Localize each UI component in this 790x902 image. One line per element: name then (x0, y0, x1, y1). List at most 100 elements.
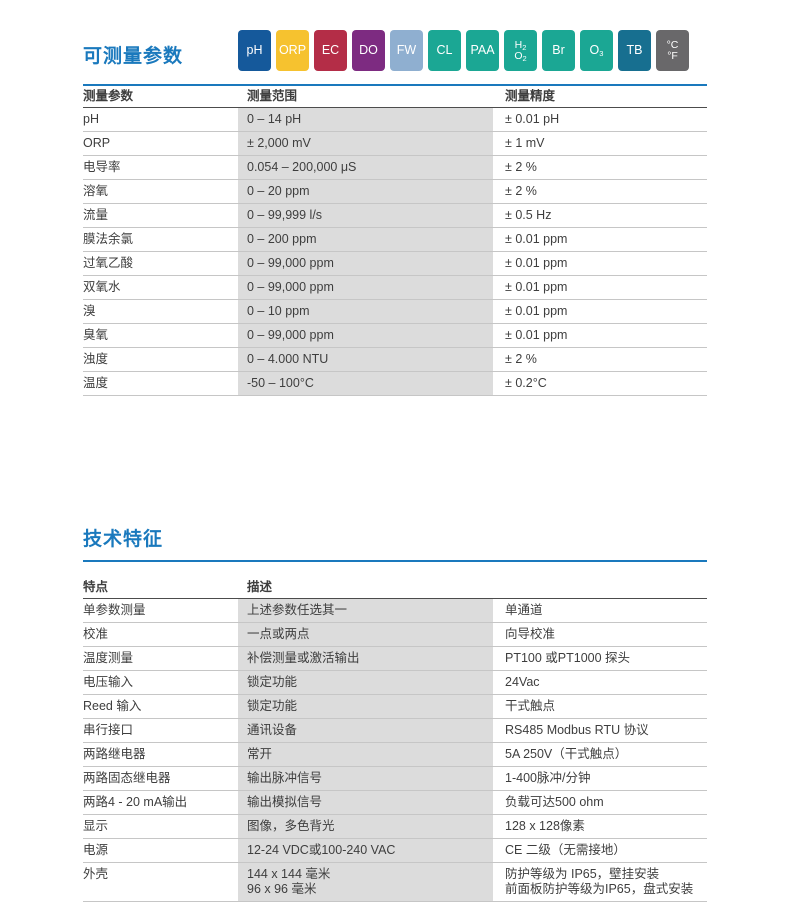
col-header-accuracy: 测量精度 (505, 89, 556, 103)
cell-parameter: 溴 (83, 304, 96, 318)
cell-parameter: ORP (83, 136, 111, 150)
cell-parameter: 温度 (83, 376, 109, 390)
features-table: 特点 描述 单参数测量 上述参数任选其一 单通道 校准 一点或两点 向导校准 温度测量 补偿测… (83, 577, 707, 902)
cell-description: 144 x 144 毫米 96 x 96 毫米 (238, 863, 493, 901)
param-badge-cl: CL (428, 30, 461, 71)
col-header-parameter: 测量参数 (83, 89, 134, 103)
cell-value: PT100 或PT1000 探头 (505, 651, 631, 665)
cell-value: 防护等级为 IP65，壁挂安装 前面板防护等级为IP65，盘式安装 (505, 867, 694, 896)
cell-feature: 电压输入 (83, 675, 134, 689)
cell-parameter: 溶氧 (83, 184, 109, 198)
cell-feature: 两路继电器 (83, 747, 146, 761)
cell-range: -50 – 100°C (238, 372, 493, 395)
cell-range: 0.054 – 200,000 μS (238, 156, 493, 179)
table-row: 溶氧 0 – 20 ppm ± 2 % (83, 180, 707, 204)
param-badge-do: DO (352, 30, 385, 71)
cell-accuracy: ± 0.01 ppm (505, 256, 568, 270)
cell-feature: 校准 (83, 627, 109, 641)
table-row: 两路固态继电器 输出脉冲信号 1-400脉冲/分钟 (83, 767, 707, 791)
cell-accuracy: ± 2 % (505, 160, 537, 174)
cell-accuracy: ± 0.01 ppm (505, 328, 568, 342)
cell-accuracy: ± 0.01 ppm (505, 304, 568, 318)
cell-parameter: pH (83, 112, 99, 126)
cell-value: 24Vac (505, 675, 540, 689)
param-badge-br: Br (542, 30, 575, 71)
table-row: 流量 0 – 99,999 l/s ± 0.5 Hz (83, 204, 707, 228)
cell-accuracy: ± 0.2°C (505, 376, 547, 390)
cell-value: 负载可达500 ohm (505, 795, 604, 809)
cell-range: 0 – 20 ppm (238, 180, 493, 203)
cell-feature: 串行接口 (83, 723, 134, 737)
cell-value: 单通道 (505, 603, 543, 617)
cell-description: 一点或两点 (238, 623, 493, 646)
table-row: pH 0 – 14 pH ± 0.01 pH (83, 108, 707, 132)
cell-accuracy: ± 1 mV (505, 136, 545, 150)
cell-description: 补偿测量或激活输出 (238, 647, 493, 670)
table-row: 校准 一点或两点 向导校准 (83, 623, 707, 647)
cell-feature: 单参数测量 (83, 603, 146, 617)
param-badge-tb: TB (618, 30, 651, 71)
cell-feature: 显示 (83, 819, 109, 833)
table-header-row: 特点 描述 (83, 577, 707, 599)
cell-description: 锁定功能 (238, 695, 493, 718)
cell-accuracy: ± 2 % (505, 352, 537, 366)
cell-range: 0 – 99,000 ppm (238, 252, 493, 275)
cell-range: 0 – 99,999 l/s (238, 204, 493, 227)
param-badge-orp: ORP (276, 30, 309, 71)
cell-range: 0 – 99,000 ppm (238, 324, 493, 347)
cell-range: 0 – 200 ppm (238, 228, 493, 251)
cell-description: 12-24 VDC或100-240 VAC (238, 839, 493, 862)
cell-value: 1-400脉冲/分钟 (505, 771, 591, 785)
table-row: 外壳 144 x 144 毫米 96 x 96 毫米 防护等级为 IP65，壁挂安装前… (83, 863, 707, 902)
cell-description: 通讯设备 (238, 719, 493, 742)
cell-description: 锁定功能 (238, 671, 493, 694)
table-row: 过氧乙酸 0 – 99,000 ppm ± 0.01 ppm (83, 252, 707, 276)
table-row: 浊度 0 – 4.000 NTU ± 2 % (83, 348, 707, 372)
section1-title: 可测量参数 (83, 46, 184, 67)
param-badge-paa: PAA (466, 30, 499, 71)
table-row: 单参数测量 上述参数任选其一 单通道 (83, 599, 707, 623)
cell-feature: 两路固态继电器 (83, 771, 171, 785)
col-header-extra (493, 577, 707, 598)
section2-title: 技术特征 (83, 529, 164, 550)
table-row: 臭氧 0 – 99,000 ppm ± 0.01 ppm (83, 324, 707, 348)
cell-value: CE 二级（无需接地） (505, 843, 626, 857)
cell-value: 5A 250V（干式触点） (505, 747, 628, 761)
cell-range: ± 2,000 mV (238, 132, 493, 155)
table-row: 串行接口 通讯设备 RS485 Modbus RTU 协议 (83, 719, 707, 743)
cell-range: 0 – 99,000 ppm (238, 276, 493, 299)
cell-parameter: 臭氧 (83, 328, 109, 342)
cell-feature: 温度测量 (83, 651, 134, 665)
parameter-badge-row: pH ORP EC DO FW CL PAA H 2 O 2 Br O 3 TB °C °F (238, 30, 689, 71)
table-row: 显示 图像，多色背光 128 x 128像素 (83, 815, 707, 839)
features-table-body: 单参数测量 上述参数任选其一 单通道 校准 一点或两点 向导校准 温度测量 补偿测量或激活输出… (83, 599, 707, 902)
section-technical-features: 技术特征 特点 描述 单参数测量 上述参数任选其一 单通道 校准 一点或两点 向导校准 温度… (83, 524, 707, 902)
table-row: 电压输入 锁定功能 24Vac (83, 671, 707, 695)
cell-description: 上述参数任选其一 (238, 599, 493, 622)
cell-description: 输出脉冲信号 (238, 767, 493, 790)
cell-range: 0 – 10 ppm (238, 300, 493, 323)
cell-accuracy: ± 0.01 ppm (505, 280, 568, 294)
table-header-row: 测量参数 测量范围 测量精度 (83, 86, 707, 108)
table-row: 双氧水 0 – 99,000 ppm ± 0.01 ppm (83, 276, 707, 300)
table-row: Reed 输入 锁定功能 干式触点 (83, 695, 707, 719)
cell-parameter: 流量 (83, 208, 109, 222)
cell-accuracy: ± 2 % (505, 184, 537, 198)
param-badge-ph: pH (238, 30, 271, 71)
cell-accuracy: ± 0.01 pH (505, 112, 560, 126)
cell-parameter: 双氧水 (83, 280, 121, 294)
cell-value: 128 x 128像素 (505, 819, 585, 833)
table-row: 溴 0 – 10 ppm ± 0.01 ppm (83, 300, 707, 324)
table-row: 两路继电器 常开 5A 250V（干式触点） (83, 743, 707, 767)
param-badge-ec: EC (314, 30, 347, 71)
accent-divider (83, 84, 707, 86)
col-header-feature: 特点 (83, 580, 109, 594)
measurement-table-body: pH 0 – 14 pH ± 0.01 pH ORP ± 2,000 mV ± 1 mV 电… (83, 108, 707, 396)
cell-description: 常开 (238, 743, 493, 766)
cell-feature: 两路4 - 20 mA输出 (83, 795, 188, 809)
table-row: 温度测量 补偿测量或激活输出 PT100 或PT1000 探头 (83, 647, 707, 671)
cell-parameter: 过氧乙酸 (83, 256, 134, 270)
